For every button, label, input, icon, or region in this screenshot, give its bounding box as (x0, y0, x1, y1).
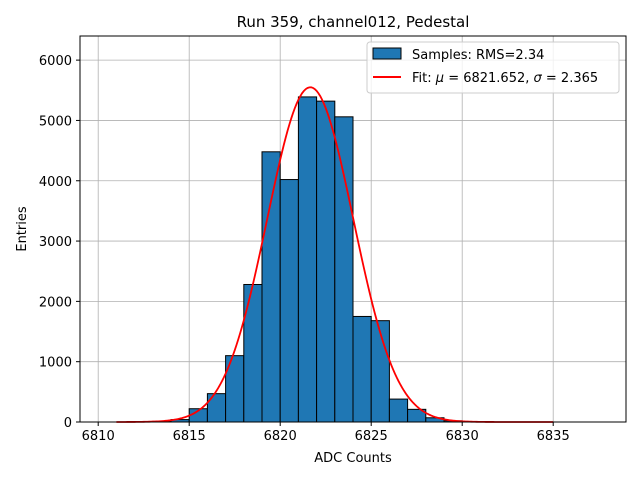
y-tick-label: 2000 (39, 295, 72, 310)
legend-fit-mu-symbol: μ (435, 71, 444, 86)
y-tick-label: 4000 (39, 175, 72, 190)
histogram-bar (353, 316, 371, 422)
x-tick-label: 6810 (82, 429, 115, 444)
x-axis-label: ADC Counts (314, 451, 392, 466)
y-tick-label: 1000 (39, 356, 72, 371)
y-tick-label: 5000 (39, 114, 72, 129)
x-tick-label: 6815 (173, 429, 206, 444)
y-tick-label: 6000 (39, 54, 72, 69)
histogram-bar (298, 97, 316, 422)
histogram-bar (389, 399, 407, 422)
x-tick-label: 6835 (537, 429, 570, 444)
y-axis-label: Entries (15, 206, 30, 252)
histogram-bar (280, 180, 298, 422)
histogram-bar (335, 117, 353, 422)
histogram-bar (317, 101, 335, 422)
legend-samples-swatch (373, 48, 401, 59)
plot-area (80, 36, 626, 422)
y-tick-label: 3000 (39, 235, 72, 250)
x-tick-label: 6830 (446, 429, 479, 444)
legend-fit-prefix: Fit: (412, 71, 436, 86)
x-tick-label: 6825 (355, 429, 388, 444)
legend-samples-label: Samples: RMS=2.34 (412, 48, 544, 63)
legend-fit-label: Fit: μ = 6821.652, σ = 2.365 (412, 71, 598, 86)
histogram-bar (207, 394, 225, 422)
histogram-bar (244, 284, 262, 422)
legend-fit-sigma-value: = 2.365 (546, 71, 598, 86)
legend-fit-mu-value: = 6821.652, (448, 71, 533, 86)
x-tick-label: 6820 (264, 429, 297, 444)
legend-fit-sigma-symbol: σ (534, 71, 543, 86)
y-tick-label: 0 (64, 416, 72, 431)
legend: Samples: RMS=2.34 Fit: μ = 6821.652, σ =… (367, 42, 619, 93)
histogram-bar (262, 152, 280, 422)
chart-title: Run 359, channel012, Pedestal (237, 13, 470, 31)
